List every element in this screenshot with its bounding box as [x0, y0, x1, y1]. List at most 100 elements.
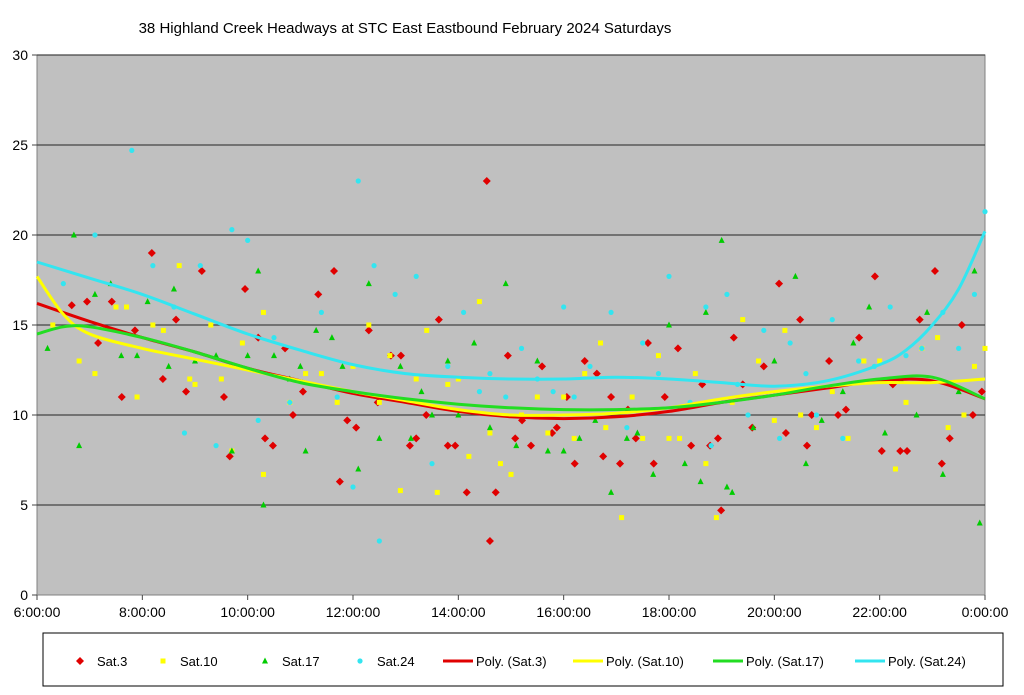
y-tick-label: 15	[12, 317, 28, 333]
data-point	[903, 353, 909, 359]
data-point	[444, 357, 451, 364]
data-point	[935, 335, 941, 341]
data-point	[582, 371, 588, 377]
data-point	[623, 434, 630, 441]
legend-marker	[76, 657, 84, 665]
data-point	[552, 423, 561, 432]
data-point	[807, 411, 816, 419]
data-point	[355, 178, 361, 184]
data-point	[939, 470, 946, 477]
data-point	[718, 236, 725, 243]
legend-label: Sat.24	[377, 654, 415, 669]
data-point	[339, 362, 346, 369]
data-point	[118, 352, 125, 359]
data-point	[302, 447, 309, 454]
data-point	[335, 477, 344, 486]
data-point	[113, 304, 119, 310]
data-point	[877, 447, 886, 455]
data-point	[571, 435, 577, 441]
data-point	[666, 273, 672, 279]
data-point	[328, 334, 335, 341]
data-point	[92, 371, 98, 377]
legend-marker	[357, 658, 363, 664]
x-tick-label: 0:00:00	[962, 604, 1009, 620]
data-point	[957, 321, 966, 329]
data-point	[855, 333, 864, 342]
data-point	[487, 430, 493, 436]
data-point	[260, 309, 266, 315]
data-point	[192, 381, 198, 387]
data-point	[213, 443, 219, 449]
data-point	[334, 399, 340, 405]
data-point	[165, 362, 172, 369]
legend-marker	[262, 657, 268, 664]
data-point	[608, 488, 615, 495]
data-point	[445, 381, 451, 387]
data-point	[482, 177, 491, 185]
data-point	[343, 416, 352, 425]
data-point	[771, 417, 777, 423]
data-point	[144, 298, 151, 305]
data-point	[697, 478, 704, 485]
data-point	[666, 321, 672, 328]
data-point	[271, 352, 277, 359]
data-point	[803, 371, 809, 377]
data-point	[462, 488, 471, 497]
data-point	[887, 304, 893, 310]
data-point	[160, 327, 166, 333]
data-point	[376, 434, 383, 441]
data-point	[650, 470, 657, 477]
legend-label: Poly. (Sat.3)	[476, 654, 547, 669]
data-point	[303, 371, 309, 377]
data-point	[318, 309, 324, 315]
data-point	[182, 387, 191, 396]
x-tick-label: 6:00:00	[14, 604, 61, 620]
data-point	[245, 237, 251, 243]
x-tick-label: 16:00:00	[536, 604, 591, 620]
data-point	[971, 291, 978, 297]
data-point	[218, 376, 224, 382]
data-point	[856, 358, 862, 364]
data-point	[717, 506, 726, 515]
data-point	[756, 358, 762, 364]
data-point	[422, 411, 431, 419]
data-point	[913, 411, 920, 418]
data-point	[455, 411, 462, 418]
data-point	[534, 394, 540, 400]
data-point	[538, 362, 547, 371]
data-point	[798, 412, 804, 418]
x-tick-label: 22:00:00	[852, 604, 907, 620]
data-point	[92, 232, 98, 238]
data-point	[503, 351, 512, 360]
data-point	[924, 308, 931, 315]
data-point	[629, 394, 635, 400]
data-point	[608, 309, 614, 315]
data-point	[44, 344, 51, 351]
data-point	[424, 327, 430, 333]
data-point	[703, 304, 709, 310]
data-point	[197, 263, 203, 269]
data-point	[802, 441, 811, 450]
data-point	[288, 411, 297, 419]
data-point	[919, 345, 925, 351]
y-tick-label: 25	[12, 137, 28, 153]
data-point	[513, 442, 520, 449]
series-sat-24	[60, 147, 988, 544]
data-point	[83, 297, 92, 306]
data-point	[67, 301, 76, 310]
data-point	[455, 376, 461, 382]
trendline-poly-sat-17-	[36, 324, 986, 412]
data-point	[76, 358, 82, 364]
x-tick-label: 12:00:00	[326, 604, 381, 620]
legend-marker	[160, 658, 166, 664]
data-point	[176, 263, 182, 269]
data-point	[761, 327, 767, 333]
data-point	[870, 272, 879, 281]
data-point	[723, 483, 730, 490]
data-point	[729, 333, 738, 342]
data-point	[813, 425, 819, 431]
data-point	[491, 488, 500, 497]
data-point	[429, 461, 435, 467]
data-point	[802, 460, 809, 467]
